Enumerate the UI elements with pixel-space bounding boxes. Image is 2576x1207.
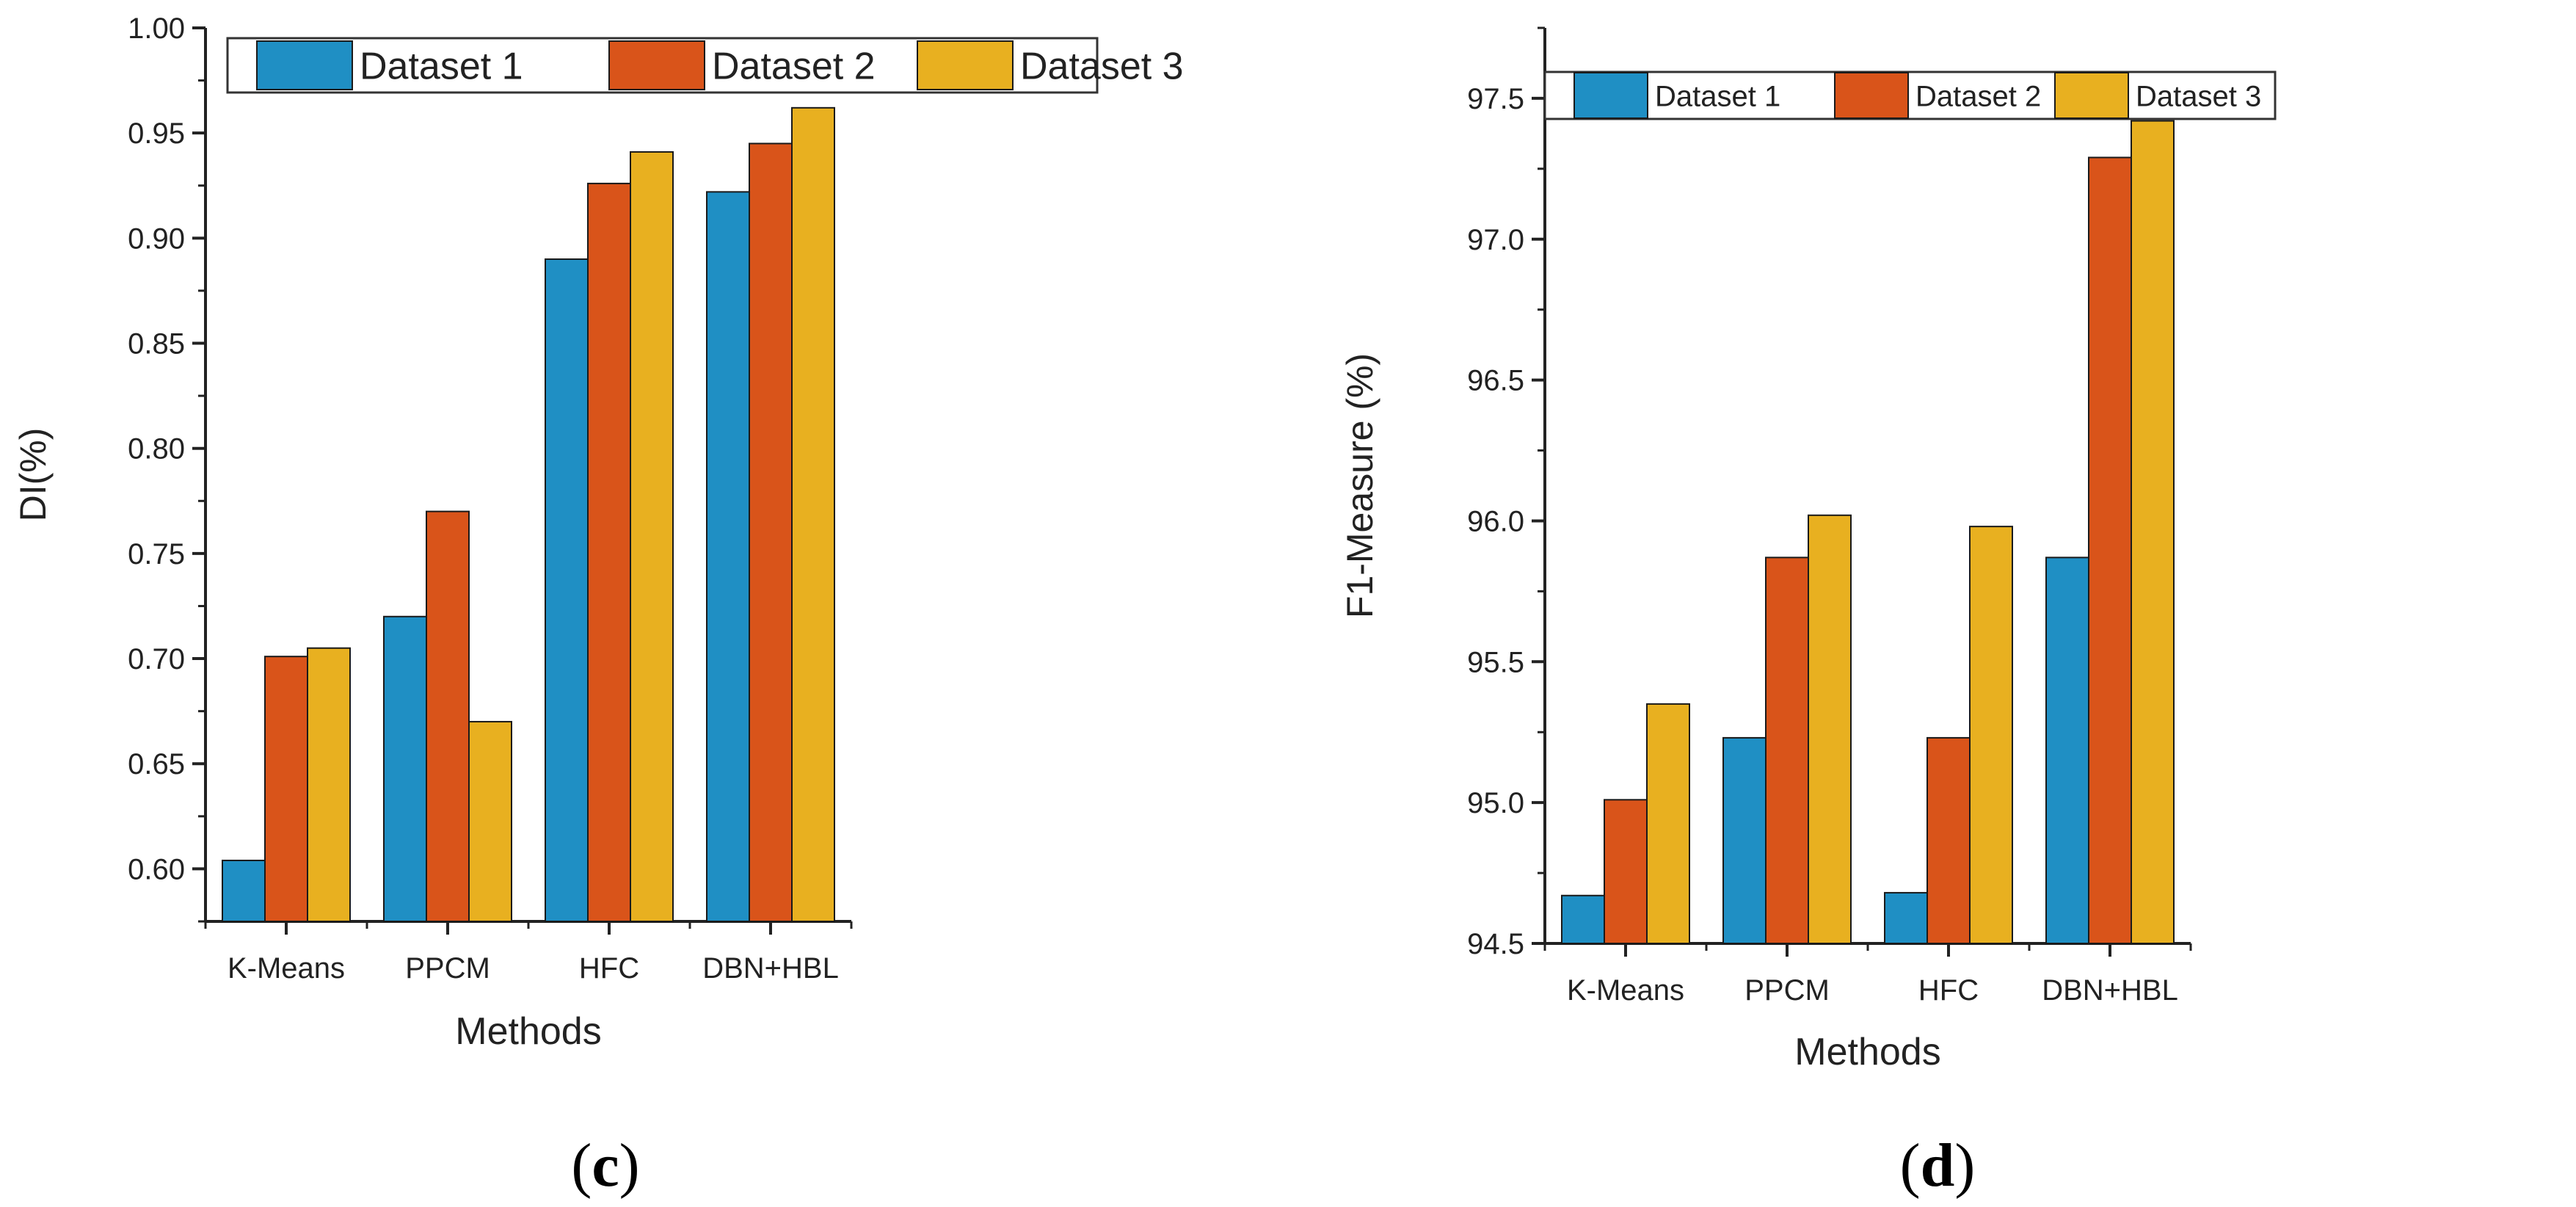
y-tick-label: 0.90 (128, 222, 185, 255)
legend-swatch (917, 40, 1014, 90)
legend-swatch (256, 40, 353, 90)
bar-dataset-1 (545, 258, 589, 922)
y-tick-label: 0.95 (128, 117, 185, 150)
bar-dataset-3 (468, 720, 512, 923)
x-tick-label: HFC (1918, 974, 1979, 1007)
bar-dataset-2 (264, 656, 308, 923)
bar-dataset-1 (383, 615, 427, 922)
bar-dataset-2 (1926, 736, 1971, 944)
y-tick-label: 0.80 (128, 433, 185, 465)
x-tick-label: HFC (579, 952, 639, 985)
bar-dataset-3 (307, 647, 351, 922)
bar-dataset-3 (791, 106, 835, 923)
y-tick-label: 0.75 (128, 538, 185, 570)
bar-dataset-3 (2131, 120, 2175, 945)
legend-label: Dataset 1 (1655, 80, 1780, 112)
legend-swatch (1834, 72, 1909, 119)
x-tick-label: PPCM (1744, 974, 1830, 1007)
y-tick-label: 94.5 (1467, 928, 1524, 960)
legend-swatch (1573, 72, 1648, 119)
bar-dataset-2 (749, 142, 793, 922)
y-tick-label: 0.70 (128, 643, 185, 675)
bar-dataset-3 (1646, 703, 1690, 944)
x-tick-label: K-Means (1567, 974, 1684, 1007)
y-tick-label: 0.65 (128, 748, 185, 780)
bar-dataset-1 (1722, 736, 1767, 944)
legend-label: Dataset 1 (360, 46, 523, 88)
panel-label-c: (c) (571, 1131, 639, 1200)
bar-dataset-2 (2088, 156, 2132, 945)
bar-dataset-3 (1808, 514, 1852, 944)
legend-box (1543, 70, 2277, 120)
legend-label: Dataset 3 (1020, 46, 1184, 88)
y-tick-label: 1.00 (128, 12, 185, 45)
y-tick-label: 96.0 (1467, 505, 1524, 537)
x-axis-label: Methods (455, 1010, 601, 1053)
bar-dataset-1 (2045, 557, 2089, 944)
legend-label: Dataset 2 (712, 46, 876, 88)
bar-dataset-2 (426, 510, 470, 922)
chart-c: 0.60 0.65 0.70 0.75 0.80 0.85 0.90 0.95 1.00 K-Me… (12, 12, 1184, 1053)
y-tick-label: 97.5 (1467, 83, 1524, 115)
y-axis-label: DI(%) (12, 428, 54, 522)
bar-dataset-2 (1765, 557, 1809, 944)
x-axis-label: Methods (1794, 1031, 1940, 1073)
x-tick-label: DBN+HBL (2042, 974, 2178, 1007)
legend-swatch (608, 40, 705, 90)
bar-dataset-3 (630, 151, 674, 922)
chart-d: 94.5 95.0 95.5 96.0 96.5 97.0 97.5 K-Means PPCM H… (1339, 26, 2277, 1073)
x-tick-label: DBN+HBL (702, 952, 839, 985)
y-tick-label: 97.0 (1467, 224, 1524, 256)
y-tick-label: 0.85 (128, 328, 185, 360)
legend-label: Dataset 2 (1915, 80, 2041, 112)
bar-dataset-1 (706, 191, 750, 922)
bar-dataset-2 (587, 182, 631, 922)
bar-dataset-1 (1884, 891, 1928, 945)
panel-label-d: (d) (1900, 1131, 1976, 1200)
y-tick-label: 95.0 (1467, 787, 1524, 819)
y-tick-label: 96.5 (1467, 365, 1524, 397)
x-tick-label: PPCM (405, 952, 490, 985)
legend-label: Dataset 3 (2136, 80, 2261, 112)
bar-dataset-3 (1969, 526, 2013, 944)
y-tick-label: 0.60 (128, 853, 185, 885)
bar-dataset-1 (222, 859, 266, 922)
bar-dataset-1 (1561, 894, 1605, 945)
x-tick-label: K-Means (228, 952, 345, 985)
bar-dataset-2 (1604, 799, 1648, 944)
legend-swatch (2054, 72, 2129, 119)
y-axis-label: F1-Measure (%) (1339, 353, 1380, 618)
y-tick-label: 95.5 (1467, 646, 1524, 678)
